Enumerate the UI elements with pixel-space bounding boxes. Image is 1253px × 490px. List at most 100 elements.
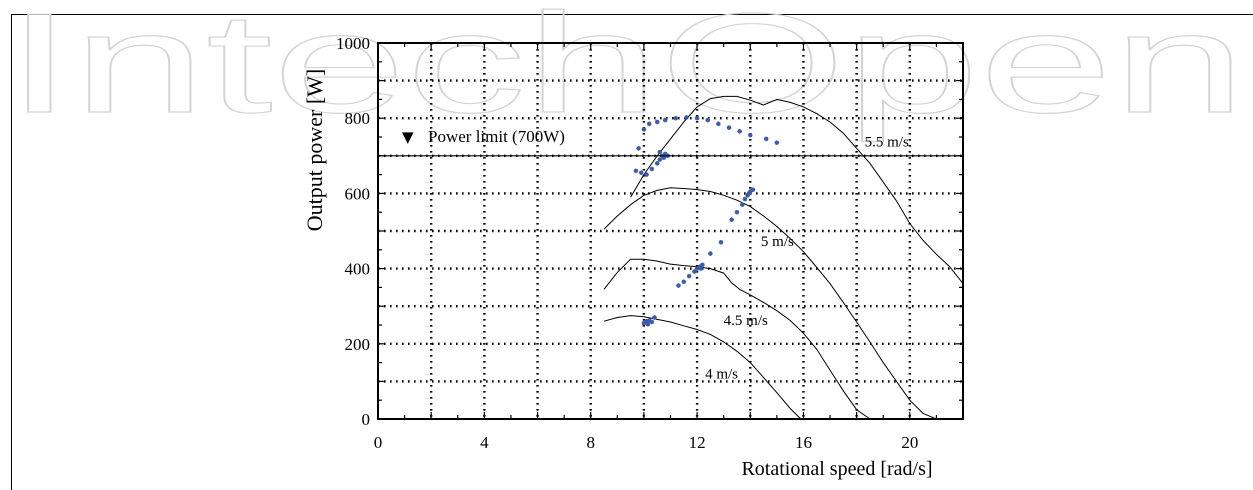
grid <box>378 43 963 419</box>
star-marker <box>673 115 679 121</box>
data-point <box>694 266 700 271</box>
data-point <box>645 321 651 327</box>
star-marker <box>747 132 753 138</box>
star-marker <box>718 239 724 245</box>
x-tick-label: 12 <box>689 433 706 452</box>
star-marker <box>676 283 681 288</box>
data-point <box>700 262 705 268</box>
y-tick-label: 0 <box>362 410 371 429</box>
star-marker <box>774 140 780 145</box>
star-marker <box>652 315 657 320</box>
star-marker <box>684 115 689 120</box>
star-marker <box>645 321 651 327</box>
x-tick-label: 20 <box>901 433 918 452</box>
star-marker <box>694 266 700 271</box>
data-point <box>661 155 667 160</box>
data-point <box>681 279 687 285</box>
plot-area-border <box>377 42 964 420</box>
data-point <box>747 132 753 138</box>
star-marker <box>654 161 660 166</box>
x-tick-label: 16 <box>795 433 812 452</box>
y-tick-label: 600 <box>345 184 371 203</box>
series-label: 4 m/s <box>705 366 738 382</box>
star-marker <box>750 187 756 192</box>
star-marker <box>644 172 649 177</box>
data-point <box>649 166 655 172</box>
data-point <box>684 115 689 120</box>
data-point <box>644 318 649 324</box>
y-tick-label: 400 <box>345 260 371 279</box>
star-marker <box>649 166 655 172</box>
curve-4ms-ms <box>603 315 802 420</box>
data-point <box>641 320 647 326</box>
data-point <box>646 121 652 127</box>
star-marker <box>661 155 667 160</box>
y-tick-label: 800 <box>345 109 371 128</box>
data-point <box>716 121 721 127</box>
data-point <box>746 191 752 196</box>
data-point <box>739 202 745 207</box>
y-axis-label: Output power [W] <box>302 69 327 232</box>
down-triangle-icon: ▼ <box>402 128 414 146</box>
star-marker <box>649 319 655 325</box>
data-point <box>638 170 644 176</box>
star-marker <box>641 320 647 326</box>
star-marker <box>694 115 700 121</box>
data-point <box>692 269 697 274</box>
x-tick-label: 0 <box>374 433 383 452</box>
star-marker <box>726 125 732 130</box>
y-tick-label: 200 <box>345 335 371 354</box>
star-marker <box>633 168 639 174</box>
data-point <box>774 140 780 145</box>
star-marker <box>692 269 697 274</box>
curve-4-5ms-ms <box>603 258 871 420</box>
data-point <box>750 187 756 192</box>
star-marker <box>739 202 745 207</box>
data-point <box>763 136 769 142</box>
data-point <box>737 129 742 134</box>
y-tick-label: 1000 <box>336 34 370 53</box>
star-marker <box>638 170 644 176</box>
operating-points <box>633 115 780 327</box>
star-marker <box>646 121 652 127</box>
data-point <box>694 115 700 121</box>
data-point <box>734 209 740 215</box>
figure-frame <box>11 14 1253 490</box>
curve-5ms-ms <box>603 187 950 420</box>
star-marker <box>641 127 647 132</box>
star-marker <box>662 117 668 123</box>
series-label: 4.5 m/s <box>724 313 768 329</box>
star-marker <box>698 266 704 271</box>
axes <box>377 42 964 420</box>
data-point <box>726 125 732 130</box>
star-marker <box>662 151 668 157</box>
star-marker <box>700 262 705 268</box>
data-point <box>641 127 647 132</box>
star-marker <box>636 145 641 151</box>
data-point <box>636 145 641 151</box>
data-point <box>698 266 704 271</box>
watermark-text: IntechOpen <box>6 0 1246 143</box>
star-marker <box>734 209 740 215</box>
data-point <box>649 319 655 325</box>
x-tick-label: 8 <box>586 433 595 452</box>
data-point <box>673 115 679 121</box>
data-point <box>633 168 639 174</box>
labels: 4 m/s4.5 m/s5 m/s5.5 m/s0 4 8 12 16 200200400… <box>302 34 933 480</box>
data-point <box>646 318 652 323</box>
star-marker <box>708 251 713 256</box>
power-limit-label: Power limit (700W) <box>428 127 565 146</box>
star-marker <box>763 136 769 142</box>
curve-5-5ms-ms <box>630 95 964 284</box>
star-marker <box>716 121 721 127</box>
data-point <box>657 149 663 155</box>
star-marker <box>737 129 742 134</box>
data-point <box>686 273 692 279</box>
data-point <box>742 196 748 202</box>
data-point <box>644 172 649 177</box>
star-marker <box>654 119 660 125</box>
data-point <box>662 151 668 157</box>
star-marker <box>644 318 649 324</box>
